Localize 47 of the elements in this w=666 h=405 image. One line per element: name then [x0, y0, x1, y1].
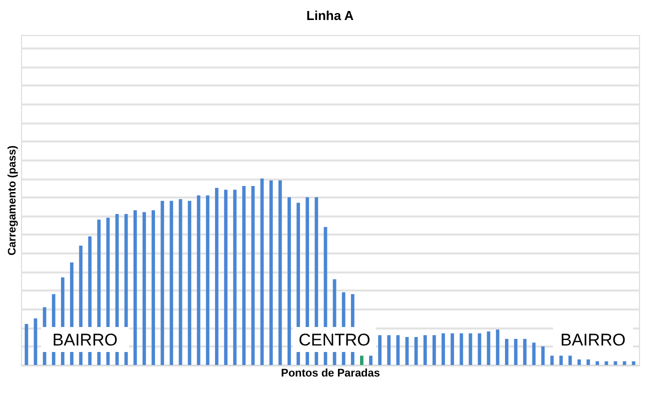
bar: [586, 359, 590, 365]
bar: [206, 195, 210, 365]
bar: [152, 210, 155, 365]
bar: [486, 331, 490, 365]
bar: [577, 359, 581, 365]
bar: [532, 342, 536, 365]
bar: [224, 190, 228, 365]
chart-title: Linha A: [306, 8, 354, 23]
annotation: CENTRO: [298, 330, 370, 350]
bar: [24, 324, 28, 365]
annotation: BAIRRO: [560, 330, 626, 350]
bar: [450, 333, 454, 365]
bar: [160, 200, 164, 365]
x-axis-title: Pontos de Paradas: [280, 368, 380, 380]
bar: [432, 335, 436, 365]
bar: [369, 356, 372, 365]
bar: [550, 356, 554, 365]
bar: [559, 356, 563, 365]
bar: [242, 186, 246, 365]
bar: [360, 356, 364, 365]
bar: [632, 361, 636, 365]
bar: [387, 335, 391, 365]
bar: [541, 346, 545, 365]
bar: [288, 197, 291, 365]
bar: [414, 337, 418, 365]
bar: [596, 361, 600, 365]
bar: [142, 212, 146, 365]
bar: [378, 335, 382, 365]
bar: [423, 335, 427, 365]
bar: [278, 180, 282, 365]
bar: [505, 338, 508, 365]
bar: [133, 210, 137, 365]
bar: [269, 180, 273, 365]
y-axis-title: Carregamento (pass): [6, 145, 18, 256]
bar: [442, 333, 445, 365]
bar: [514, 338, 518, 365]
bar: [170, 200, 174, 365]
bar: [604, 361, 608, 365]
bar: [196, 195, 200, 365]
bar: [233, 190, 237, 365]
annotation: BAIRRO: [52, 330, 118, 350]
bar: [614, 361, 618, 365]
bar: [215, 188, 218, 365]
bar: [523, 338, 527, 365]
bar: [568, 356, 572, 365]
bar: [496, 330, 500, 365]
bar: [460, 333, 464, 365]
